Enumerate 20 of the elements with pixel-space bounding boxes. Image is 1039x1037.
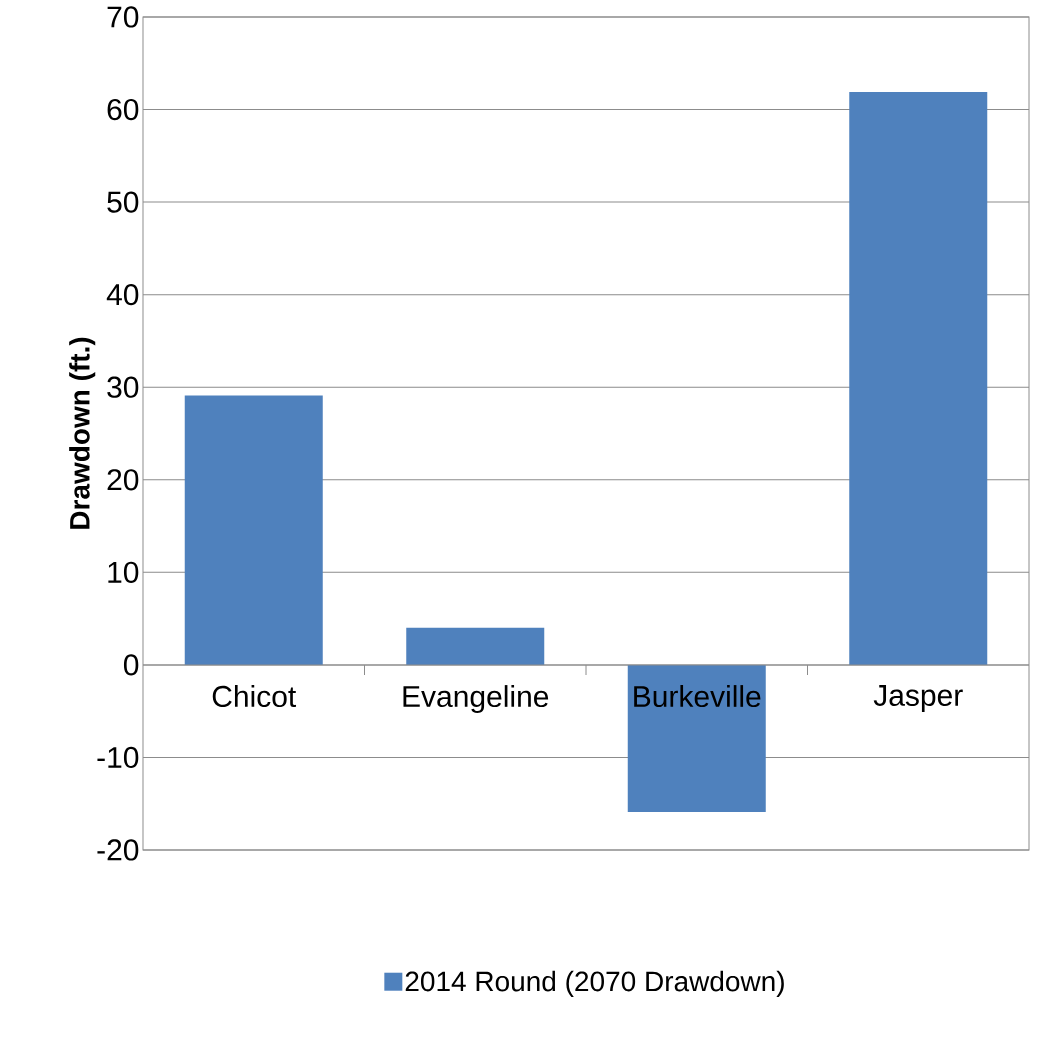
bar [849, 91, 988, 665]
y-tick-label: 50 [107, 191, 139, 213]
y-tick-label: 10 [108, 561, 139, 583]
bar [184, 395, 323, 665]
y-tick-label: 0 [123, 654, 139, 676]
y-tick-label: 60 [107, 98, 139, 121]
y-tick-label: 70 [107, 6, 139, 28]
bar [627, 664, 766, 813]
y-tick-label: 40 [106, 284, 139, 306]
y-tick-label: 30 [107, 376, 139, 398]
y-tick-label: -10 [97, 746, 139, 769]
legend-label: 2014 Round (2070 Drawdown) [405, 970, 784, 997]
bar [406, 627, 545, 665]
x-tick-label: Burkeville [634, 685, 761, 708]
y-tick-label: -20 [97, 839, 139, 861]
x-tick-label: Jasper [873, 685, 963, 712]
y-tick-label: 20 [107, 469, 139, 491]
x-tick-label: Evangeline [403, 685, 549, 714]
x-tick-label: Chicot [212, 685, 297, 708]
y-axis-title: Drawdown (ft.) [69, 337, 96, 529]
